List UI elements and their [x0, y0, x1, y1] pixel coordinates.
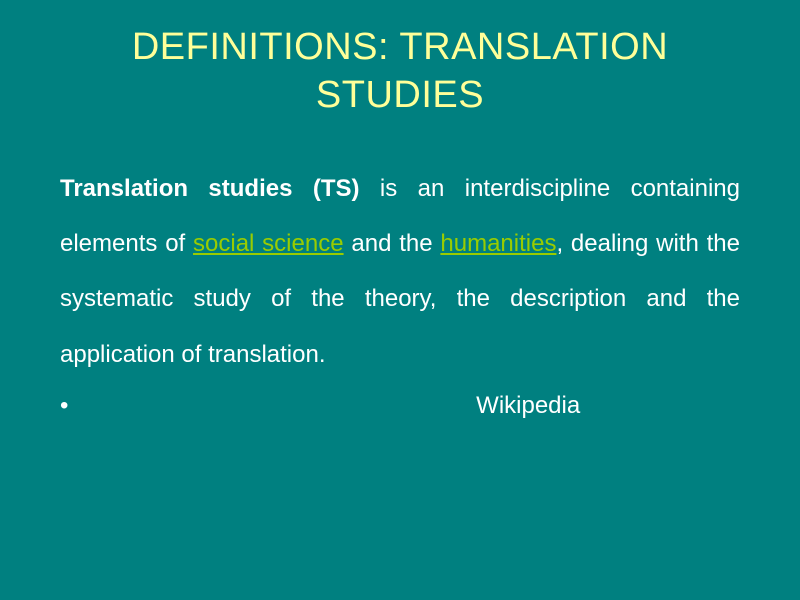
definition-paragraph: Translation studies (TS) is an interdisc…: [60, 161, 740, 382]
slide-title: DEFINITIONS: TRANSLATION STUDIES: [60, 24, 740, 119]
citation-source: Wikipedia: [76, 392, 740, 420]
citation-row: • Wikipedia: [60, 392, 740, 420]
link-humanities[interactable]: humanities: [440, 230, 556, 257]
term-bold: Translation studies (TS): [60, 175, 360, 202]
link-social-science[interactable]: social science: [193, 230, 344, 257]
body-segment-2: and the: [344, 230, 441, 257]
slide-container: DEFINITIONS: TRANSLATION STUDIES Transla…: [0, 0, 800, 600]
bullet-icon: •: [60, 392, 68, 420]
